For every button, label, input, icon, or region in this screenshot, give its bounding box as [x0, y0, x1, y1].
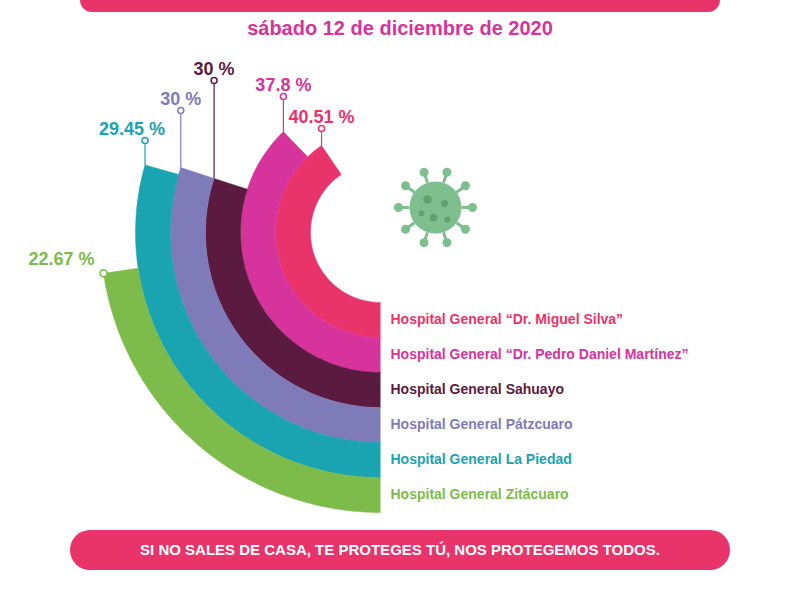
html-text:sábado 12 de diciembre de 2020: sábado 12 de diciembre de 2020	[247, 17, 553, 39]
svg-text:Hospital General La Piedad: Hospital General La Piedad	[391, 451, 572, 467]
svg-text:30 %: 30 %	[160, 89, 201, 109]
svg-text:29.45 %: 29.45 %	[99, 119, 165, 139]
svg-text:37.8 %: 37.8 %	[255, 75, 311, 95]
svg-text:Hospital General “Dr. Pedro Da: Hospital General “Dr. Pedro Daniel Martí…	[391, 346, 689, 362]
html-text:SI NO SALES DE CASA, TE PROTEG: SI NO SALES DE CASA, TE PROTEGES TÚ, NOS…	[140, 541, 660, 558]
svg-text:Hospital General Zitácuaro: Hospital General Zitácuaro	[391, 486, 569, 502]
svg-text:Hospital General Sahuayo: Hospital General Sahuayo	[391, 381, 565, 397]
svg-text:Hospital General Pátzcuaro: Hospital General Pátzcuaro	[391, 416, 573, 432]
svg-text:Hospital General “Dr. Miguel S: Hospital General “Dr. Miguel Silva”	[391, 311, 624, 327]
svg-text:30 %: 30 %	[194, 59, 235, 79]
svg-text:40.51 %: 40.51 %	[289, 107, 355, 127]
svg-text:22.67 %: 22.67 %	[28, 249, 94, 269]
